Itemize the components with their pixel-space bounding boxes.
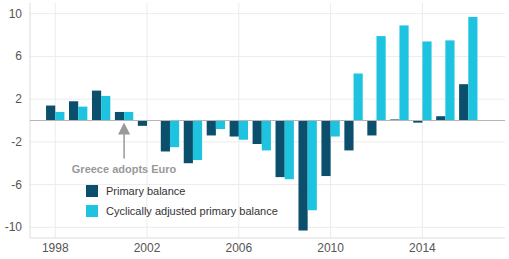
annotation-text: Greece adopts Euro [72, 163, 177, 175]
x-tick-label: 2002 [134, 241, 161, 255]
y-grid-line [30, 13, 505, 14]
bar [101, 96, 110, 121]
legend-swatch [86, 205, 98, 217]
bar [55, 112, 64, 121]
bar [354, 74, 363, 121]
bar [230, 121, 239, 137]
legend-label: Cyclically adjusted primary balance [106, 205, 278, 217]
y-grid-line [30, 184, 505, 185]
y-tick-label: 2 [15, 92, 22, 106]
bar [207, 121, 216, 136]
y-tick-label: -2 [11, 135, 22, 149]
bar [399, 25, 408, 120]
bar [298, 121, 307, 231]
bar [115, 112, 124, 121]
chart-container: -10 -6 -2 2 6 10 1998 2002 2006 2010 2014 Greece ad… [0, 0, 509, 259]
bar [69, 101, 78, 120]
x-tick-label: 2014 [409, 241, 436, 255]
y-grid-line [30, 227, 505, 228]
bar [46, 106, 55, 121]
bar [468, 17, 477, 121]
y-tick-label: -10 [5, 220, 23, 234]
bar [422, 41, 431, 120]
bar [216, 121, 225, 130]
bar [193, 121, 202, 161]
x-tick-label: 2006 [225, 241, 252, 255]
bar [344, 121, 353, 151]
y-tick-label: -6 [11, 178, 22, 192]
bar [285, 121, 294, 180]
bar [445, 40, 454, 120]
bars [46, 17, 477, 231]
bar [331, 121, 340, 137]
y-tick-label: 10 [9, 7, 23, 21]
x-tick-label: 2010 [317, 241, 344, 255]
x-tick-label: 1998 [42, 241, 69, 255]
y-grid-line [30, 56, 505, 57]
zero-line [30, 120, 505, 121]
bar [124, 112, 133, 121]
bar [170, 121, 179, 148]
legend-label: Primary balance [106, 185, 185, 197]
bar [376, 36, 385, 120]
bar [161, 121, 170, 152]
bar [138, 121, 147, 126]
chart: -10 -6 -2 2 6 10 1998 2002 2006 2010 2014 Greece ad… [0, 0, 509, 259]
bar [459, 84, 468, 120]
bar [436, 116, 445, 120]
y-tick-label: 6 [15, 49, 22, 63]
bar [321, 121, 330, 177]
bar [262, 121, 271, 151]
bar [92, 91, 101, 121]
bar [78, 107, 87, 121]
bar [253, 121, 262, 145]
bar [276, 121, 285, 178]
bar [239, 121, 248, 140]
bar [184, 121, 193, 164]
bar [367, 121, 376, 136]
annotation-arrow [123, 129, 125, 159]
bar [308, 121, 317, 211]
legend-swatch [86, 185, 98, 197]
x-axis-line [30, 238, 505, 239]
